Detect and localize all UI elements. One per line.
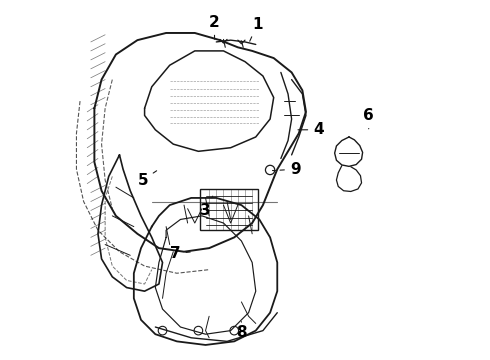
Text: 8: 8 xyxy=(236,321,247,340)
Text: 9: 9 xyxy=(280,162,300,177)
Text: 4: 4 xyxy=(298,122,324,137)
Text: 2: 2 xyxy=(209,15,220,39)
Text: 3: 3 xyxy=(200,196,213,218)
Text: 1: 1 xyxy=(250,17,263,41)
Text: 7: 7 xyxy=(170,246,190,261)
Text: 6: 6 xyxy=(364,108,374,129)
Text: 5: 5 xyxy=(138,171,157,188)
